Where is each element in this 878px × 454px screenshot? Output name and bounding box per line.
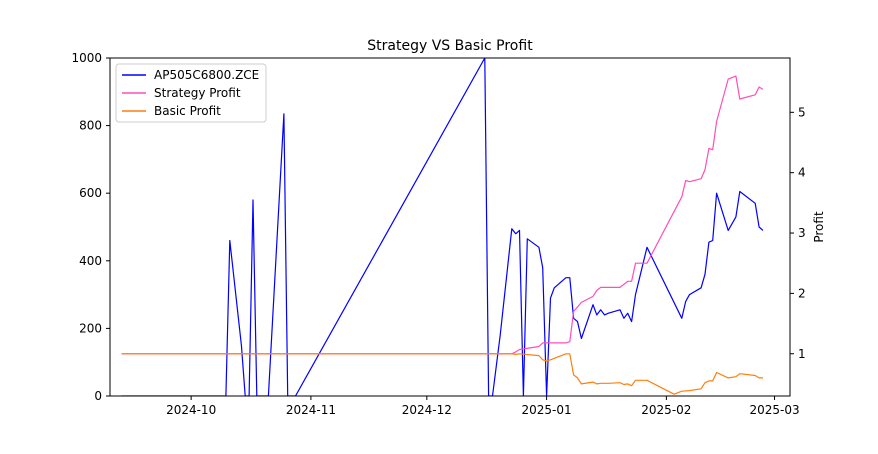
y-left-tick-label: 400: [79, 254, 102, 268]
x-tick-label: 2025-02: [641, 403, 691, 417]
y-right-tick-label: 3: [798, 226, 806, 240]
right-axis-label: Profit: [812, 211, 826, 243]
y-right-tick-label: 5: [798, 105, 806, 119]
x-tick-label: 2025-03: [749, 403, 799, 417]
legend-label: Basic Profit: [154, 104, 221, 118]
legend-label: AP505C6800.ZCE: [154, 68, 259, 82]
y-axis-left: 0 200 400 600 800 1000: [71, 51, 110, 403]
series-line-strategy-profit: [121, 75, 764, 355]
y-axis-right: 1 2 3 4 5: [790, 105, 806, 361]
plot-lines: [121, 58, 764, 396]
x-tick-label: 2024-10: [166, 403, 216, 417]
plot-frame: [109, 57, 791, 397]
series-line-basic-profit: [121, 353, 763, 395]
y-left-tick-label: 800: [79, 119, 102, 133]
legend: AP505C6800.ZCE Strategy Profit Basic Profi…: [115, 63, 267, 123]
y-left-tick-label: 600: [79, 186, 102, 200]
x-axis: 2024-10 2024-11 2024-12 2025-01 2025-02 2025-…: [166, 396, 800, 417]
legend-box: [115, 63, 267, 123]
y-right-tick-label: 4: [798, 166, 806, 180]
series-line-ap505c6800-zce: [121, 58, 764, 396]
x-tick-label: 2024-12: [402, 403, 452, 417]
y-left-tick-label: 200: [79, 321, 102, 335]
chart-title: Strategy VS Basic Profit: [367, 38, 533, 54]
y-left-tick-label: 1000: [71, 51, 102, 65]
y-left-tick-label: 0: [94, 389, 102, 403]
legend-label: Strategy Profit: [154, 86, 241, 100]
y-right-tick-label: 2: [798, 286, 806, 300]
x-tick-label: 2025-01: [522, 403, 572, 417]
y-right-tick-label: 1: [798, 347, 806, 361]
x-tick-label: 2024-11: [286, 403, 336, 417]
